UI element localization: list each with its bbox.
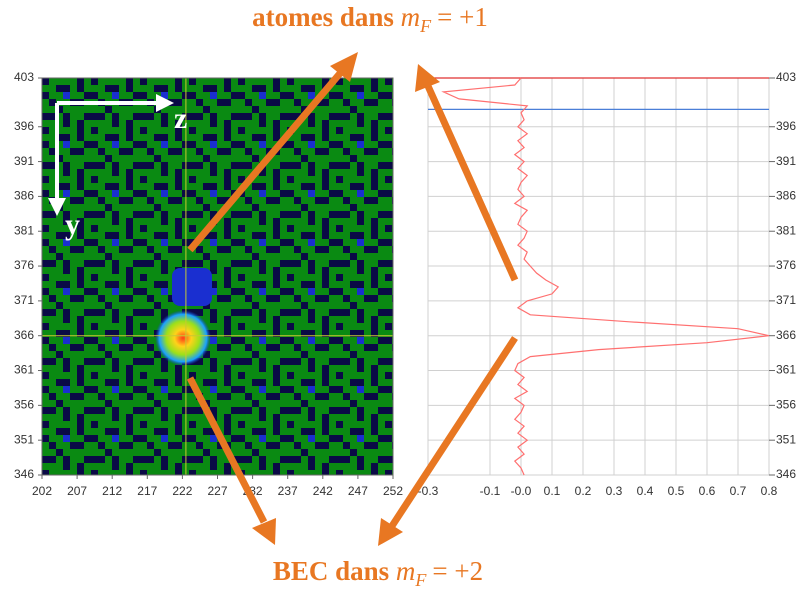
y-tick-label: 396 xyxy=(776,119,796,133)
y-tick-label: 403 xyxy=(776,70,796,84)
y-tick-label: 381 xyxy=(776,223,796,237)
y-tick-label: 386 xyxy=(14,189,34,203)
annotation-top: atomes dans mF = +1 xyxy=(252,2,488,36)
y-tick-label: 371 xyxy=(776,293,796,307)
annotation-math: m xyxy=(401,2,421,32)
x-tick-label: -0.3 xyxy=(418,484,439,498)
x-tick-label: 227 xyxy=(207,484,227,498)
x-tick-label: 0.5 xyxy=(668,484,685,498)
x-tick-label: 0.2 xyxy=(575,484,592,498)
y-tick-label: 391 xyxy=(14,154,34,168)
y-tick-label: 356 xyxy=(14,398,34,412)
heatmap-image xyxy=(42,78,393,475)
x-tick-label: -0.0 xyxy=(511,484,532,498)
y-tick-label: 376 xyxy=(776,258,796,272)
y-tick-label: 346 xyxy=(776,467,796,481)
annotation-rel: = +2 xyxy=(432,556,483,586)
y-tick-label: 346 xyxy=(14,467,34,481)
x-tick-label: 0.7 xyxy=(730,484,747,498)
x-tick-label: 212 xyxy=(102,484,122,498)
annotation-math: m xyxy=(396,556,416,586)
x-tick-label: 0.4 xyxy=(637,484,654,498)
annotation-bottom: BEC dans mF = +2 xyxy=(273,556,483,590)
y-tick-label: 386 xyxy=(776,189,796,203)
annotation-arrows xyxy=(186,52,519,546)
bec-cloud xyxy=(155,310,211,366)
z-label: z xyxy=(174,102,187,135)
x-tick-label: 207 xyxy=(67,484,87,498)
y-tick-label: 403 xyxy=(14,70,34,84)
x-tick-label: 0.1 xyxy=(544,484,561,498)
y-tick-label: 351 xyxy=(14,432,34,446)
annotation-text: BEC dans xyxy=(273,556,389,586)
x-tick-label: 237 xyxy=(278,484,298,498)
x-tick-label: 247 xyxy=(348,484,368,498)
y-tick-label: 396 xyxy=(14,119,34,133)
y-tick-label: 356 xyxy=(776,398,796,412)
x-tick-label: 0.3 xyxy=(606,484,623,498)
y-tick-label: 376 xyxy=(14,258,34,272)
profile-line xyxy=(441,77,770,476)
x-tick-label: -0.1 xyxy=(480,484,501,498)
x-tick-label: 217 xyxy=(137,484,157,498)
y-tick-label: 366 xyxy=(14,328,34,342)
y-tick-label: 381 xyxy=(14,223,34,237)
x-tick-label: 202 xyxy=(32,484,52,498)
annotation-rel: = +1 xyxy=(437,2,488,32)
annotation-sub: F xyxy=(414,570,427,590)
x-tick-label: 252 xyxy=(383,484,403,498)
y-tick-label: 361 xyxy=(14,363,34,377)
x-tick-label: 242 xyxy=(313,484,333,498)
y-tick-label: 371 xyxy=(14,293,34,307)
axes: 403 396 391 386 381 376 371 366 361 356 351 346 202 2… xyxy=(14,70,796,498)
y-tick-label: 351 xyxy=(776,432,796,446)
annotation-sub: F xyxy=(419,16,432,36)
y-tick-label: 366 xyxy=(776,328,796,342)
y-label: y xyxy=(65,208,80,241)
x-tick-label: 0.6 xyxy=(699,484,716,498)
y-tick-label: 361 xyxy=(776,363,796,377)
x-tick-label: 0.8 xyxy=(761,484,778,498)
y-tick-label: 391 xyxy=(776,154,796,168)
x-tick-label: 222 xyxy=(172,484,192,498)
atom-cloud xyxy=(172,268,212,306)
axis-arrows xyxy=(48,94,174,216)
annotation-text: atomes dans xyxy=(252,2,394,32)
